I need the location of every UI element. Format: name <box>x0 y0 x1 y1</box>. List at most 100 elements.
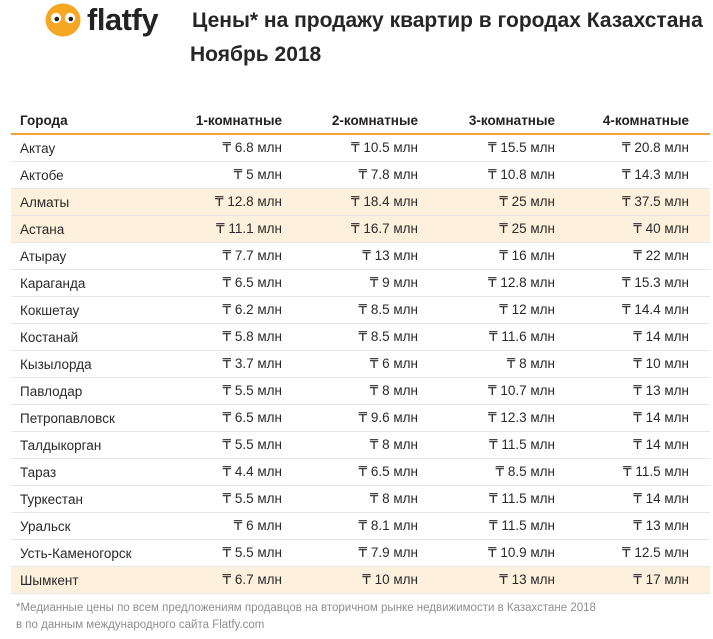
brand-name: flatfy <box>87 2 159 37</box>
table-row: Талдыкорган ₸ 5.5 млн ₸ 8 млн ₸ 11.5 млн ₸ 1… <box>11 432 710 459</box>
price-cell-1-room: ₸ 6 млн <box>233 518 282 533</box>
city-cell: Актобе <box>20 167 64 183</box>
price-cell-2-room: ₸ 13 млн <box>362 248 418 263</box>
price-cell-1-room: ₸ 5.5 млн <box>222 437 282 452</box>
price-cell-4-room: ₸ 20.8 млн <box>622 140 689 155</box>
city-cell: Астана <box>11 215 166 243</box>
city-cell: Тараз <box>20 464 57 480</box>
price-cell-2-room: ₸ 10.5 млн <box>351 140 418 155</box>
price-cell-3-room: ₸ 15.5 млн <box>488 140 555 155</box>
price-cell-4-room: ₸ 14 млн <box>633 491 689 506</box>
table-row: Атырау ₸ 7.7 млн ₸ 13 млн ₸ 16 млн ₸ 22 млн <box>11 243 710 270</box>
price-cell-1-room: ₸ 11.1 млн <box>166 215 303 243</box>
price-cell-3-room: ₸ 13 млн <box>439 566 576 594</box>
page-subtitle: Ноябрь 2018 <box>190 43 322 66</box>
price-cell-2-room: ₸ 16.7 млн <box>303 215 439 243</box>
price-cell-3-room: ₸ 10.9 млн <box>488 545 555 560</box>
price-cell-2-room: ₸ 8 млн <box>369 437 418 452</box>
price-cell-4-room: ₸ 14 млн <box>633 329 689 344</box>
price-cell-3-room: ₸ 12 млн <box>499 302 555 317</box>
price-cell-3-room: ₸ 11.5 млн <box>489 518 555 533</box>
price-cell-2-room: ₸ 10 млн <box>303 566 439 594</box>
footnote: *Медианные цены по всем предложениям про… <box>16 600 596 634</box>
price-cell-1-room: ₸ 6.5 млн <box>222 275 282 290</box>
price-cell-3-room: ₸ 11.6 млн <box>489 329 555 344</box>
price-cell-3-room: ₸ 25 млн <box>439 188 576 216</box>
city-cell: Атырау <box>20 248 67 264</box>
table-row: Алматы ₸ 12.8 млн ₸ 18.4 млн ₸ 25 млн ₸ 37.5… <box>11 188 710 216</box>
price-cell-1-room: ₸ 6.2 млн <box>222 302 282 317</box>
table-body: Актау ₸ 6.8 млн ₸ 10.5 млн ₸ 15.5 млн ₸ 20.8… <box>11 134 710 594</box>
price-cell-4-room: ₸ 37.5 млн <box>576 188 710 216</box>
table-row: Костанай ₸ 5.8 млн ₸ 8.5 млн ₸ 11.6 млн ₸ 14… <box>11 324 710 351</box>
city-cell: Уральск <box>20 518 71 534</box>
price-cell-2-room: ₸ 8.1 млн <box>358 518 418 533</box>
price-cell-1-room: ₸ 3.7 млн <box>222 356 282 371</box>
price-cell-3-room: ₸ 25 млн <box>439 215 576 243</box>
price-cell-3-room: ₸ 11.5 млн <box>489 437 555 452</box>
price-cell-4-room: ₸ 13 млн <box>633 383 689 398</box>
price-cell-2-room: ₸ 6 млн <box>369 356 418 371</box>
column-header-3-room: 3-комнатные <box>468 112 555 128</box>
price-cell-1-room: ₸ 6.8 млн <box>222 140 282 155</box>
price-cell-4-room: ₸ 15.3 млн <box>622 275 689 290</box>
table-row: Кызылорда ₸ 3.7 млн ₸ 6 млн ₸ 8 млн ₸ 10 млн <box>11 351 710 378</box>
price-cell-2-room: ₸ 6.5 млн <box>358 464 418 479</box>
table-row: Астана ₸ 11.1 млн ₸ 16.7 млн ₸ 25 млн ₸ 40 м… <box>11 215 710 243</box>
price-cell-1-room: ₸ 5.5 млн <box>222 491 282 506</box>
price-table: Города 1-комнатные 2-комнатные 3-комнатн… <box>11 107 710 594</box>
price-cell-4-room: ₸ 10 млн <box>633 356 689 371</box>
price-cell-3-room: ₸ 12.3 млн <box>488 410 555 425</box>
price-cell-4-room: ₸ 14 млн <box>633 437 689 452</box>
price-cell-2-room: ₸ 8 млн <box>369 383 418 398</box>
price-cell-1-room: ₸ 4.4 млн <box>222 464 282 479</box>
price-cell-3-room: ₸ 11.5 млн <box>489 491 555 506</box>
price-cell-4-room: ₸ 11.5 млн <box>623 464 689 479</box>
price-cell-1-room: ₸ 5.8 млн <box>222 329 282 344</box>
table-header-row: Города 1-комнатные 2-комнатные 3-комнатн… <box>11 107 710 134</box>
city-cell: Караганда <box>20 275 86 291</box>
price-cell-2-room: ₸ 8 млн <box>369 491 418 506</box>
price-cell-2-room: ₸ 7.9 млн <box>358 545 418 560</box>
price-cell-2-room: ₸ 9 млн <box>369 275 418 290</box>
price-cell-4-room: ₸ 14.3 млн <box>622 167 689 182</box>
table-row: Актау ₸ 6.8 млн ₸ 10.5 млн ₸ 15.5 млн ₸ 20.8… <box>11 134 710 162</box>
price-cell-4-room: ₸ 22 млн <box>633 248 689 263</box>
footnote-line-1: *Медианные цены по всем предложениям про… <box>16 602 596 614</box>
price-cell-4-room: ₸ 14.4 млн <box>622 302 689 317</box>
city-cell: Павлодар <box>20 383 83 399</box>
price-cell-2-room: ₸ 8.5 млн <box>358 302 418 317</box>
price-cell-1-room: ₸ 7.7 млн <box>222 248 282 263</box>
table-row: Караганда ₸ 6.5 млн ₸ 9 млн ₸ 12.8 млн ₸ 15.… <box>11 270 710 297</box>
price-cell-2-room: ₸ 9.6 млн <box>358 410 418 425</box>
price-cell-3-room: ₸ 8.5 млн <box>495 464 555 479</box>
column-header-4-room: 4-комнатные <box>602 112 689 128</box>
city-cell: Талдыкорган <box>20 437 102 453</box>
city-cell: Шымкент <box>11 566 166 594</box>
footnote-line-2: в по данным международного сайта Flatfy.… <box>16 619 265 631</box>
city-cell: Кокшетау <box>20 302 80 318</box>
city-cell: Алматы <box>11 188 166 216</box>
price-cell-4-room: ₸ 14 млн <box>633 410 689 425</box>
table-row: Тараз ₸ 4.4 млн ₸ 6.5 млн ₸ 8.5 млн ₸ 11.5 м… <box>11 459 710 486</box>
price-cell-1-room: ₸ 6.5 млн <box>222 410 282 425</box>
flatfy-logo-icon <box>45 3 81 37</box>
city-cell: Петропавловск <box>20 410 115 426</box>
price-cell-1-room: ₸ 5 млн <box>233 167 282 182</box>
column-header-city: Города <box>20 112 68 128</box>
price-cell-3-room: ₸ 8 млн <box>506 356 555 371</box>
page-title: Цены* на продажу квартир в городах Казах… <box>192 9 703 32</box>
city-cell: Костанай <box>20 329 79 345</box>
city-cell: Туркестан <box>20 491 83 507</box>
price-cell-4-room: ₸ 17 млн <box>576 566 710 594</box>
table-row: Туркестан ₸ 5.5 млн ₸ 8 млн ₸ 11.5 млн ₸ 14 … <box>11 486 710 513</box>
price-cell-3-room: ₸ 12.8 млн <box>488 275 555 290</box>
price-cell-1-room: ₸ 5.5 млн <box>222 383 282 398</box>
price-cell-2-room: ₸ 18.4 млн <box>303 188 439 216</box>
table-row: Усть-Каменогорск ₸ 5.5 млн ₸ 7.9 млн ₸ 10.9… <box>11 540 710 567</box>
table-row: Петропавловск ₸ 6.5 млн ₸ 9.6 млн ₸ 12.3 мл… <box>11 405 710 432</box>
price-cell-4-room: ₸ 40 млн <box>576 215 710 243</box>
price-cell-2-room: ₸ 7.8 млн <box>358 167 418 182</box>
price-cell-3-room: ₸ 16 млн <box>499 248 555 263</box>
price-cell-1-room: ₸ 12.8 млн <box>166 188 303 216</box>
